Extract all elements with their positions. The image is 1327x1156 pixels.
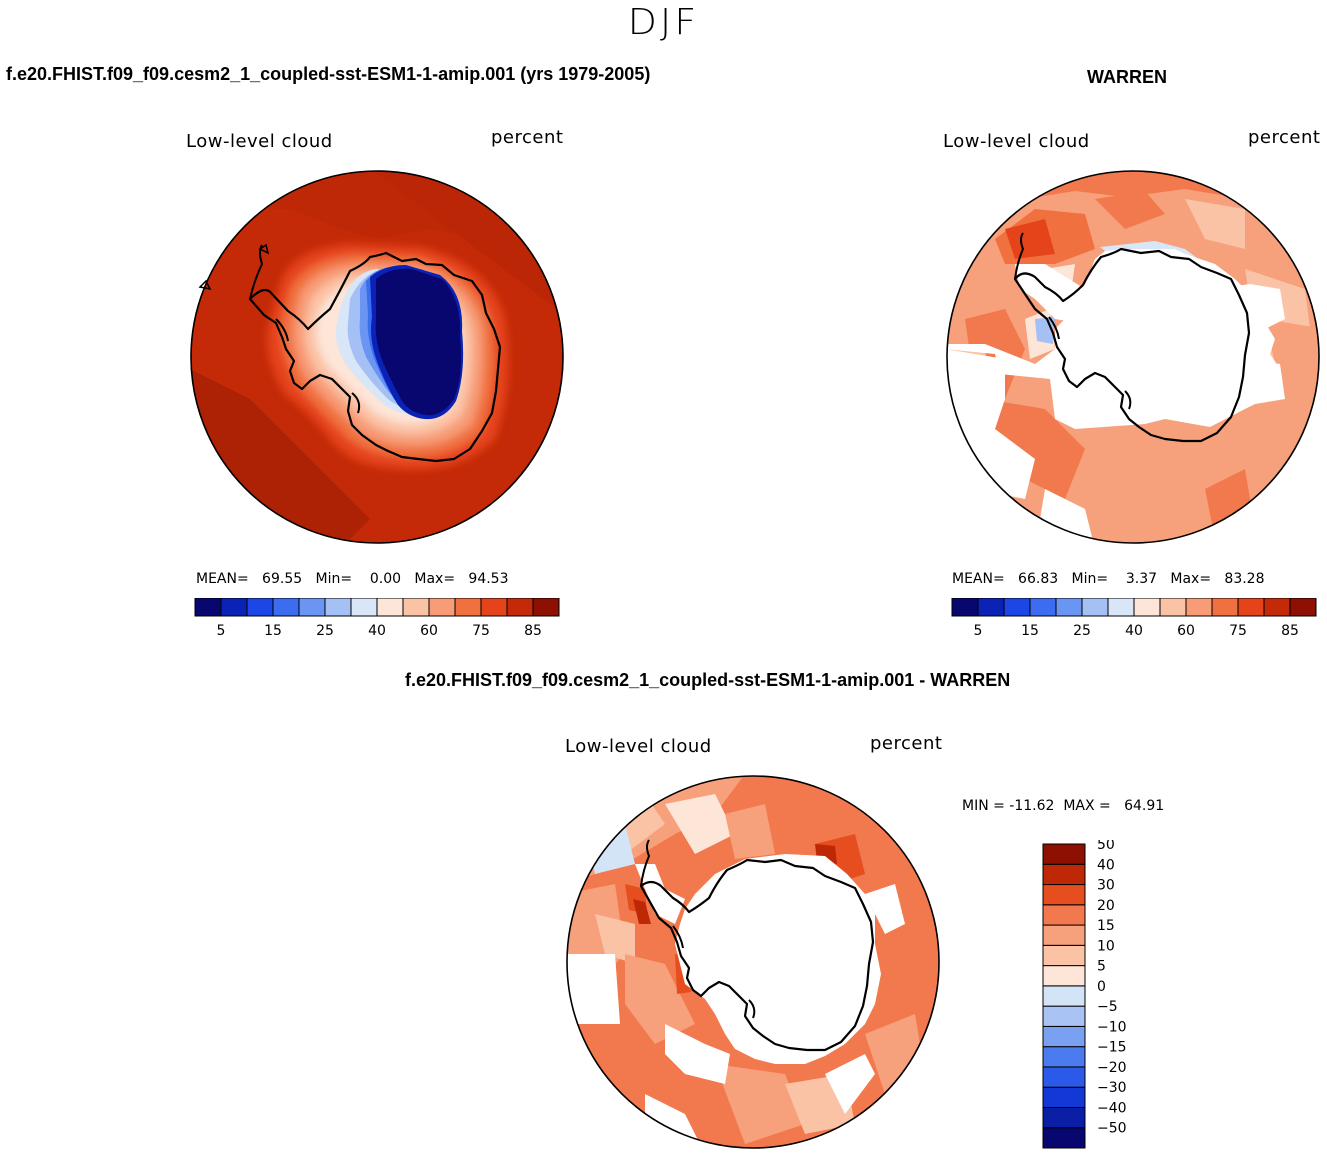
obs-colorbar-swatch <box>1107 598 1135 617</box>
model-colorbar-swatch <box>350 598 378 617</box>
obs-colorbar: 515254060758595 <box>951 598 1317 639</box>
model-colorbar-swatch <box>194 598 222 617</box>
diff-colorbar-swatch <box>1042 884 1086 906</box>
diff-colorbar-swatch <box>1042 1127 1086 1149</box>
diff-colorbar-tick-label: −30 <box>1097 1080 1127 1096</box>
diff-colorbar-swatch <box>1042 1106 1086 1129</box>
diff-colorbar-tick-label: 30 <box>1097 878 1115 894</box>
diff-colorbar-swatch <box>1042 985 1086 1007</box>
model-colorbar-swatch <box>272 598 300 617</box>
obs-colorbar-swatch <box>1211 598 1239 617</box>
diff-colorbar-tick-label: −20 <box>1097 1060 1127 1076</box>
diff-colorbar-swatch <box>1042 1025 1086 1048</box>
model-colorbar-swatch <box>506 598 534 617</box>
model-colorbar-tick-label: 60 <box>420 623 438 639</box>
obs-colorbar-swatch <box>1081 598 1109 617</box>
model-panel-title: f.e20.FHIST.f09_f09.cesm2_1_coupled-sst-… <box>6 64 651 84</box>
model-colorbar-swatch <box>220 598 248 617</box>
model-colorbar-swatch <box>324 598 352 617</box>
diff-colorbar-tick-label: −5 <box>1097 999 1118 1015</box>
diff-colorbar-swatch <box>1042 1066 1086 1088</box>
obs-colorbar-tick-label: 85 <box>1281 623 1299 639</box>
obs-panel-title: WARREN <box>1087 67 1167 87</box>
diff-colorbar-swatch <box>1042 965 1086 987</box>
obs-polar-map <box>946 170 1320 544</box>
model-colorbar-tick-label: 15 <box>264 623 282 639</box>
obs-stats: MEAN= 66.83 Min= 3.37 Max= 83.28 <box>952 571 1265 587</box>
diff-colorbar-tick-label: −15 <box>1097 1040 1127 1056</box>
obs-colorbar-tick-label: 75 <box>1229 623 1247 639</box>
obs-colorbar-swatch <box>1055 598 1083 617</box>
obs-colorbar-swatch <box>951 598 979 617</box>
obs-colorbar-tick-label: 25 <box>1073 623 1091 639</box>
obs-variable-label: Low-level cloud <box>943 131 1090 152</box>
diff-colorbar-tick-label: 40 <box>1097 857 1115 873</box>
model-colorbar-swatch <box>532 598 560 617</box>
obs-colorbar-swatch <box>1263 598 1291 617</box>
obs-colorbar-swatch <box>1289 598 1317 617</box>
diff-panel-title: f.e20.FHIST.f09_f09.cesm2_1_coupled-sst-… <box>405 670 1011 690</box>
diff-colorbar-tick-label: 0 <box>1097 979 1106 995</box>
model-colorbar-swatch <box>454 598 482 617</box>
diff-colorbar-tick-label: 20 <box>1097 898 1115 914</box>
model-units-label: percent <box>491 127 564 148</box>
obs-colorbar-tick-label: 15 <box>1021 623 1039 639</box>
model-polar-map <box>190 170 564 544</box>
diff-colorbar-tick-label: 50 <box>1097 840 1115 853</box>
obs-colorbar-swatch <box>1003 598 1031 617</box>
model-colorbar-swatch <box>376 598 404 617</box>
diff-colorbar-tick-label: 5 <box>1097 959 1106 975</box>
model-colorbar-tick-label: 5 <box>217 623 226 639</box>
diff-colorbar-swatch <box>1042 1005 1086 1027</box>
obs-colorbar-swatch <box>1185 598 1213 617</box>
obs-colorbar-swatch <box>1159 598 1187 617</box>
model-colorbar-swatch <box>246 598 274 617</box>
diff-colorbar-tick-label: 15 <box>1097 918 1115 934</box>
season-title: DJF <box>627 2 700 43</box>
model-stats: MEAN= 69.55 Min= 0.00 Max= 94.53 <box>196 571 509 587</box>
model-colorbar: 515254060758595 <box>194 598 560 639</box>
model-colorbar-swatch <box>428 598 456 617</box>
model-colorbar-tick-label: 75 <box>472 623 490 639</box>
diff-colorbar-swatch <box>1042 843 1086 865</box>
diff-variable-label: Low-level cloud <box>565 736 712 757</box>
diff-colorbar-tick-label: −50 <box>1097 1121 1127 1137</box>
model-colorbar-swatch <box>402 598 430 617</box>
model-variable-label: Low-level cloud <box>186 131 333 152</box>
diff-polar-map <box>566 775 940 1149</box>
obs-colorbar-swatch <box>1133 598 1161 617</box>
obs-colorbar-tick-label: 5 <box>974 623 983 639</box>
obs-colorbar-swatch <box>977 598 1005 617</box>
diff-colorbar-tick-label: −40 <box>1097 1100 1127 1116</box>
obs-colorbar-swatch <box>1029 598 1057 617</box>
obs-colorbar-swatch <box>1237 598 1265 617</box>
diff-colorbar-swatch <box>1042 944 1086 967</box>
diff-units-label: percent <box>870 733 943 754</box>
diff-colorbar-tick-label: 10 <box>1097 938 1115 954</box>
model-colorbar-swatch <box>298 598 326 617</box>
diff-colorbar-tick-label: −10 <box>1097 1019 1127 1035</box>
model-colorbar-swatch <box>480 598 508 617</box>
diff-colorbar-swatch <box>1042 924 1086 946</box>
obs-units-label: percent <box>1248 127 1321 148</box>
diff-stats: MIN = -11.62 MAX = 64.91 <box>962 798 1165 814</box>
diff-colorbar-swatch <box>1042 1086 1086 1108</box>
obs-colorbar-tick-label: 40 <box>1125 623 1143 639</box>
diff-colorbar-swatch <box>1042 863 1086 886</box>
model-colorbar-tick-label: 25 <box>316 623 334 639</box>
model-colorbar-tick-label: 40 <box>368 623 386 639</box>
diff-colorbar-swatch <box>1042 1046 1086 1068</box>
model-colorbar-tick-label: 85 <box>524 623 542 639</box>
diff-colorbar-swatch <box>1042 904 1086 926</box>
obs-colorbar-tick-label: 60 <box>1177 623 1195 639</box>
